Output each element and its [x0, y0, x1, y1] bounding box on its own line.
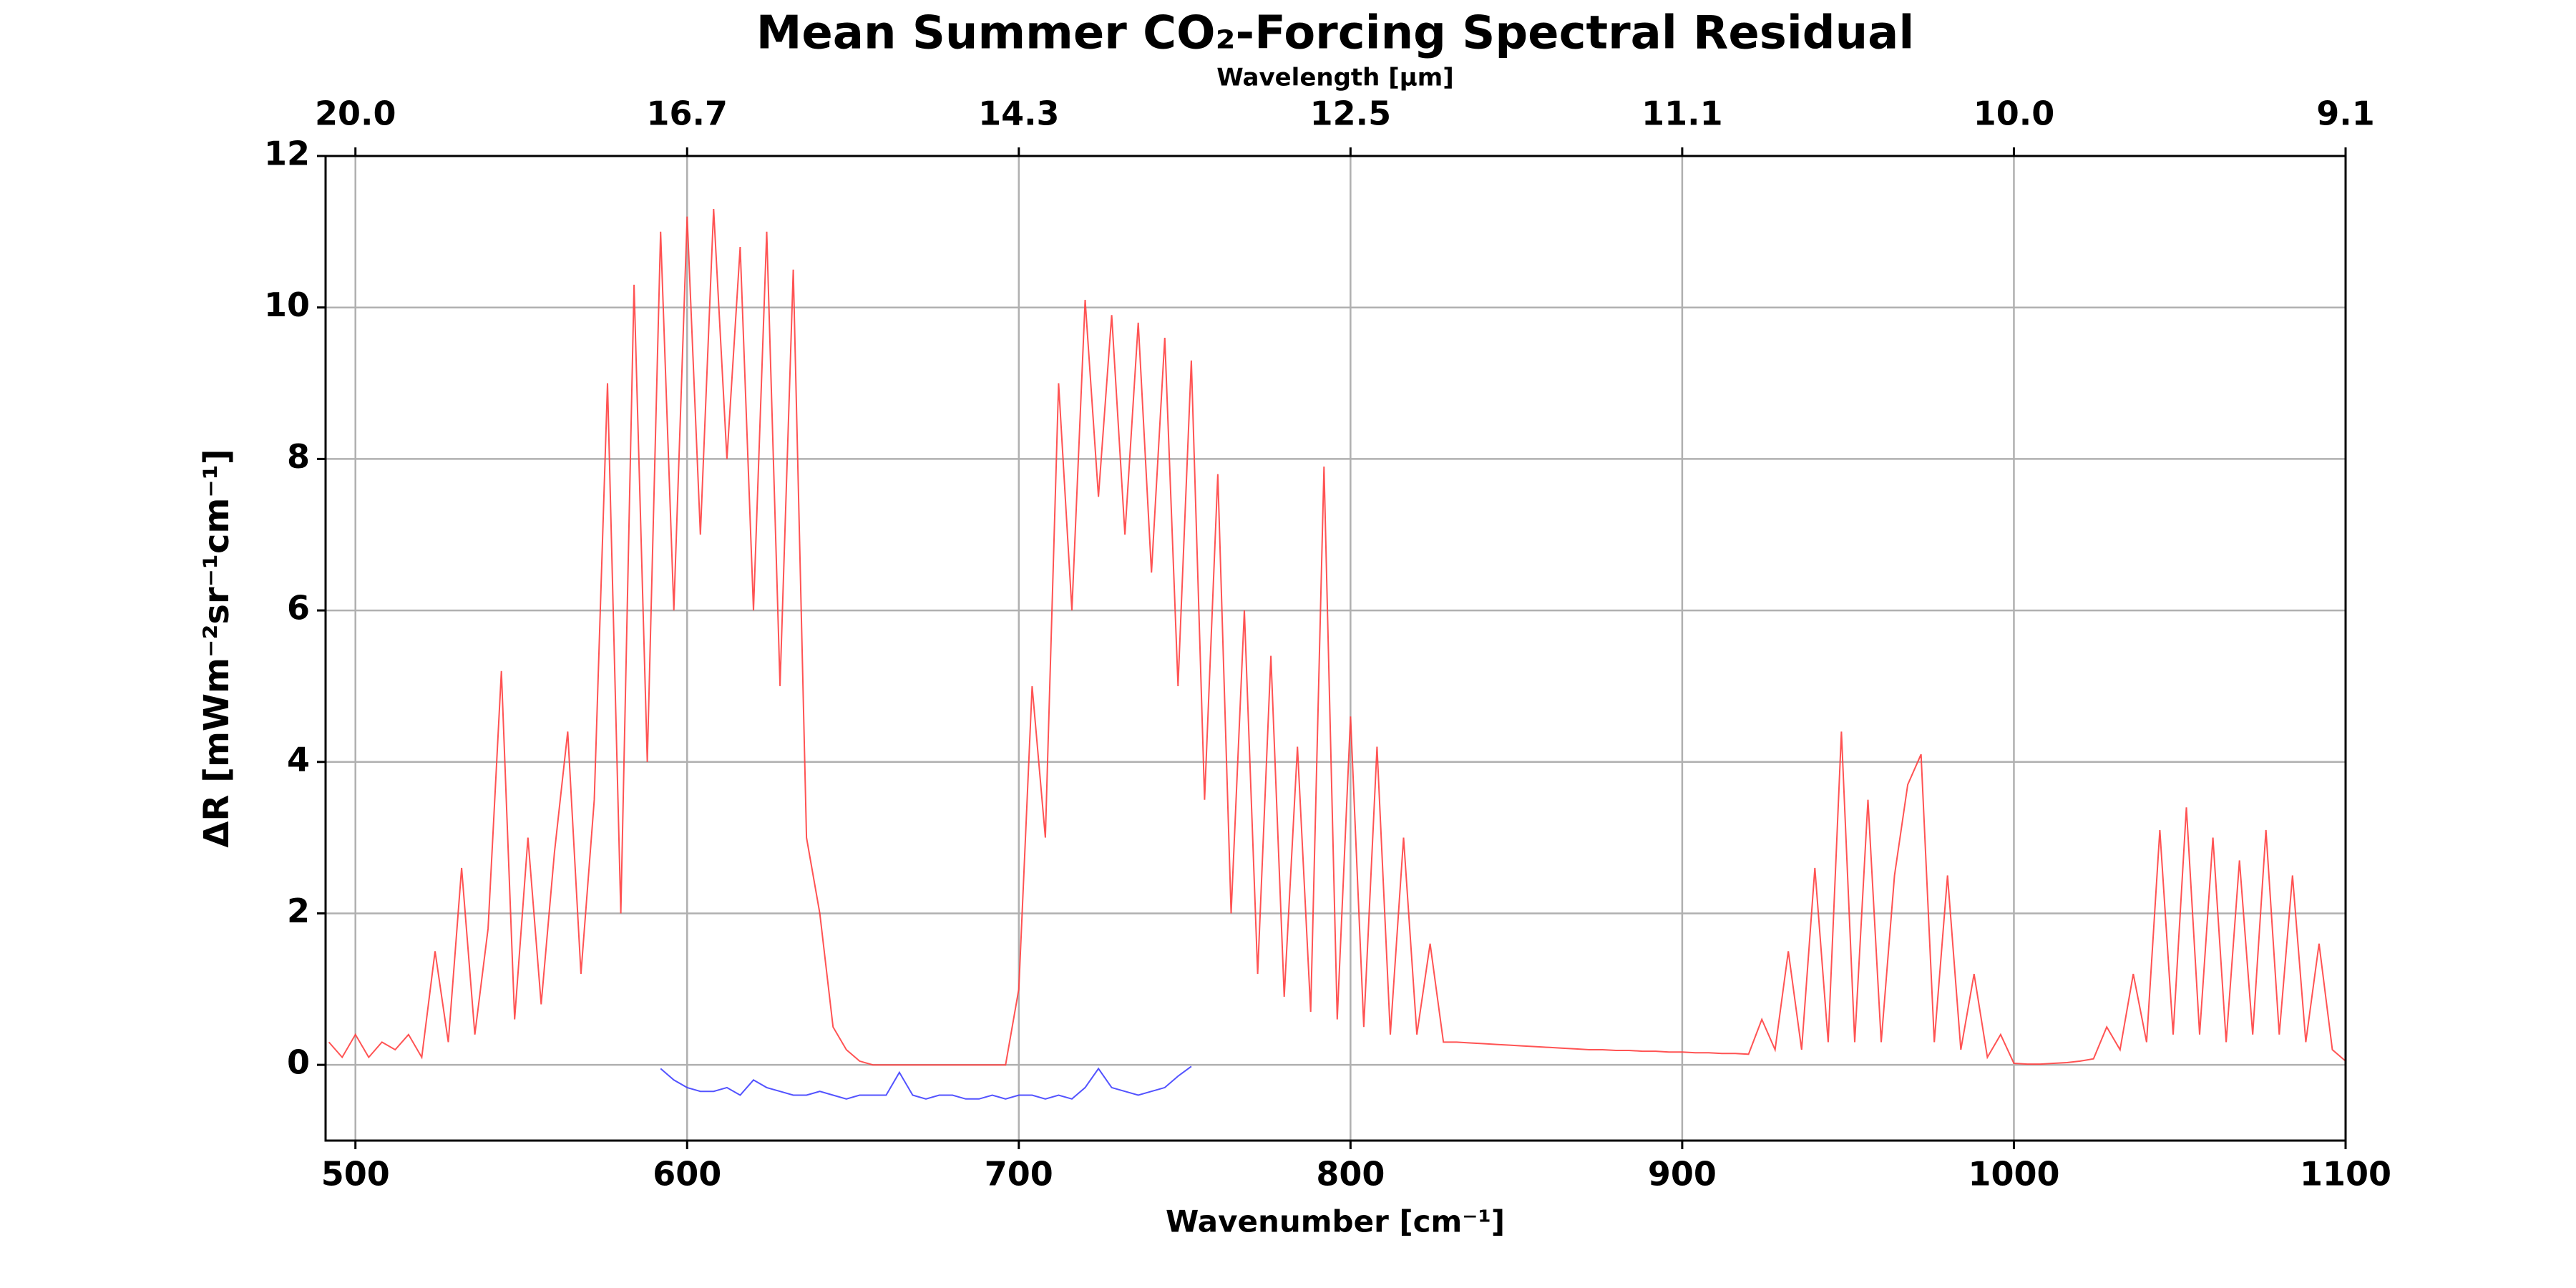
y-tick-label: 12 — [264, 135, 310, 173]
y-tick-label: 2 — [287, 892, 310, 930]
x2-tick-label: 11.1 — [1641, 94, 1723, 133]
y-tick-label: 10 — [264, 286, 310, 324]
y-tick-label: 0 — [287, 1043, 310, 1082]
x-axis-label: Wavenumber [cm⁻¹] — [1166, 1204, 1505, 1239]
x-tick-label: 500 — [321, 1155, 390, 1194]
x2-tick-label: 14.3 — [978, 94, 1060, 133]
x2-tick-label: 20.0 — [315, 94, 396, 133]
y-tick-label: 8 — [287, 437, 310, 476]
x-tick-label: 1000 — [1968, 1155, 2059, 1194]
x2-axis-label: Wavelength [μm] — [1216, 64, 1454, 92]
x2-tick-label: 9.1 — [2316, 94, 2375, 133]
x-tick-label: 900 — [1648, 1155, 1717, 1194]
plot-frame — [324, 155, 2347, 1142]
y-tick-label: 6 — [287, 589, 310, 628]
x-tick-label: 600 — [653, 1155, 721, 1194]
y-tick-label: 4 — [287, 740, 310, 779]
data-line — [328, 209, 2346, 1066]
x2-tick-label: 16.7 — [647, 94, 728, 133]
x2-tick-label: 10.0 — [1974, 94, 2055, 133]
chart-title: Mean Summer CO₂-Forcing Spectral Residua… — [756, 7, 1915, 60]
data-line — [660, 1065, 1192, 1100]
x-tick-label: 700 — [985, 1155, 1053, 1194]
x-tick-label: 800 — [1316, 1155, 1385, 1194]
x-tick-label: 1100 — [2300, 1155, 2391, 1194]
y-axis-label: ΔR [mWm⁻²sr⁻¹cm⁻¹] — [197, 449, 237, 847]
x2-tick-label: 12.5 — [1310, 94, 1392, 133]
